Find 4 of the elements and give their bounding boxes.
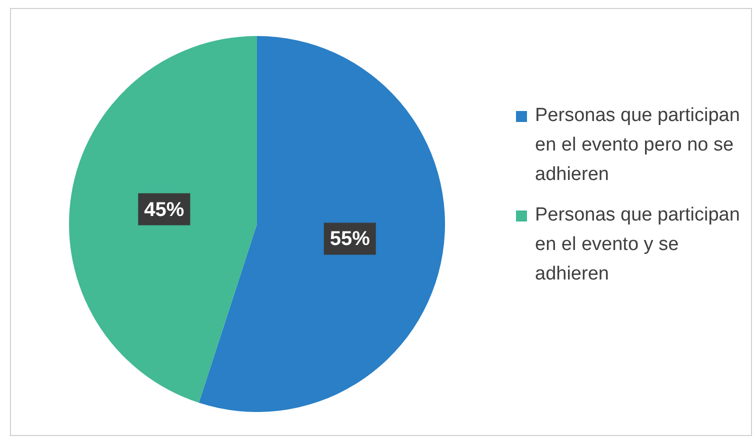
data-label: 55% <box>330 228 370 250</box>
legend-label: Personas que participan en el evento pero no se adhieren <box>535 105 740 186</box>
legend-label: Personas que participan en el evento y se adhieren <box>535 204 740 285</box>
data-label: 45% <box>144 198 184 221</box>
